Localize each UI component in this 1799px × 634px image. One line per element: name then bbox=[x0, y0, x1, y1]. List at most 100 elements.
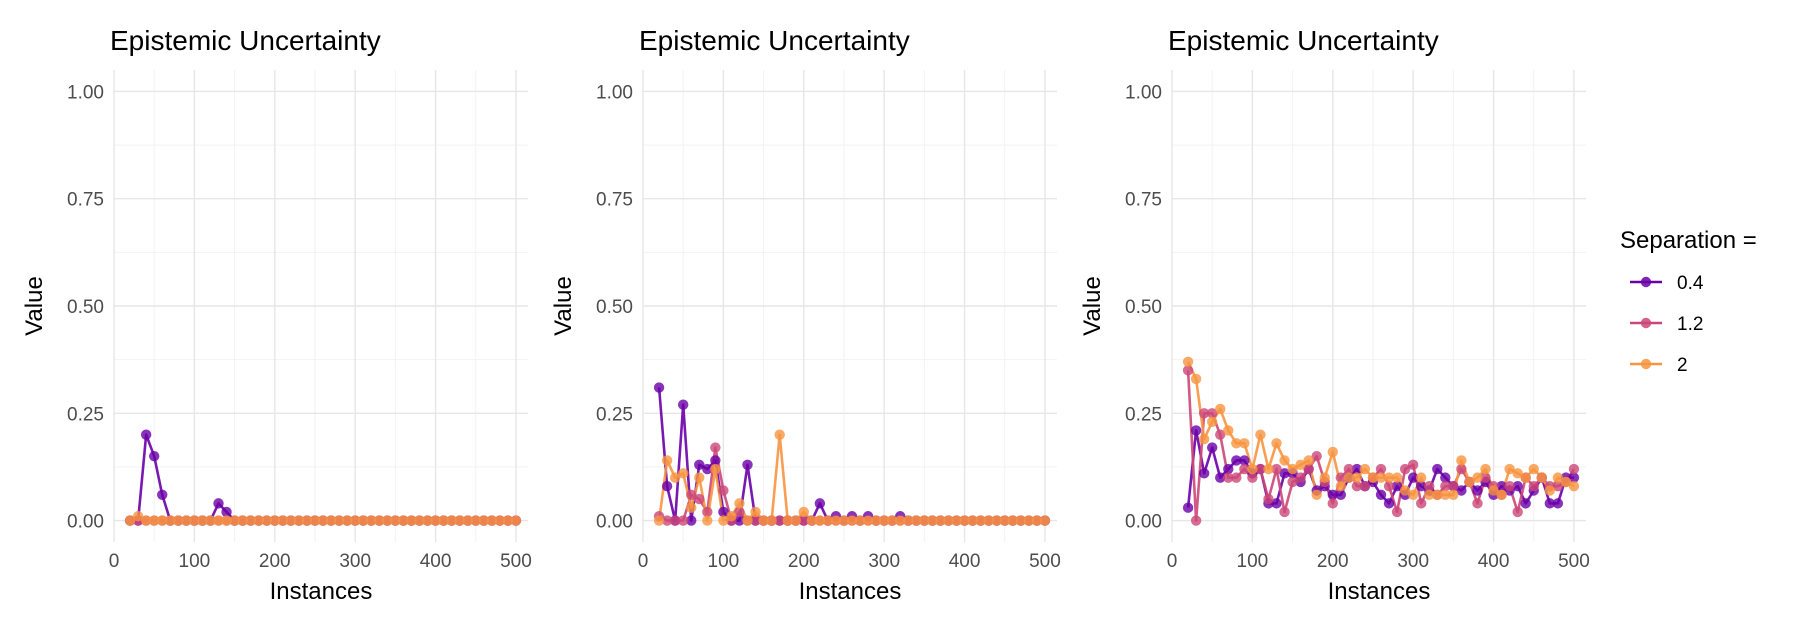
data-point-2 bbox=[293, 515, 305, 526]
data-point-2 bbox=[1528, 463, 1539, 475]
data-point-2 bbox=[422, 515, 433, 526]
data-point-1.2 bbox=[798, 515, 809, 526]
data-point-1.2 bbox=[1231, 472, 1242, 483]
data-point-1.2 bbox=[1311, 450, 1322, 462]
data-point-1.2 bbox=[1190, 515, 1202, 526]
data-point-0.4 bbox=[710, 455, 721, 466]
data-point-1.2 bbox=[1568, 463, 1580, 475]
data-point-2 bbox=[309, 515, 321, 526]
data-point-2 bbox=[1271, 438, 1282, 449]
data-point-0.4 bbox=[1512, 481, 1523, 492]
data-point-1.2 bbox=[1206, 408, 1218, 419]
data-point-0.4 bbox=[694, 459, 705, 470]
data-point-2 bbox=[1480, 463, 1491, 475]
data-point-1.2 bbox=[1351, 481, 1363, 492]
data-point-2 bbox=[197, 515, 208, 526]
legend-key-point bbox=[1640, 358, 1652, 370]
data-point-2 bbox=[301, 515, 313, 526]
data-point-2 bbox=[189, 515, 200, 526]
data-point-2 bbox=[333, 515, 345, 526]
y-tick-label: 1.00 bbox=[67, 82, 104, 103]
y-tick-label: 0.50 bbox=[1125, 297, 1162, 318]
data-point-2 bbox=[750, 506, 761, 518]
legend-label: 0.4 bbox=[1677, 273, 1704, 294]
data-point-0.4 bbox=[213, 498, 224, 509]
y-tick-label: 0.25 bbox=[67, 404, 104, 425]
data-point-2 bbox=[285, 515, 297, 526]
data-point-2 bbox=[726, 511, 737, 522]
data-point-0.4 bbox=[814, 498, 826, 509]
data-point-1.2 bbox=[1472, 498, 1483, 509]
data-point-1.2 bbox=[694, 493, 705, 505]
data-point-0.4 bbox=[1215, 472, 1226, 483]
data-point-2 bbox=[718, 515, 729, 526]
x-tick-label: 0 bbox=[638, 551, 649, 572]
x-tick-label: 200 bbox=[259, 551, 291, 572]
data-point-0.4 bbox=[677, 399, 689, 410]
x-axis-label: Instances bbox=[799, 578, 902, 605]
data-point-0.4 bbox=[1391, 481, 1403, 492]
data-point-2 bbox=[406, 515, 417, 526]
data-point-2 bbox=[446, 515, 457, 526]
data-point-2 bbox=[269, 515, 280, 526]
data-point-2 bbox=[790, 515, 801, 526]
data-point-2 bbox=[1223, 425, 1234, 436]
data-point-1.2 bbox=[1303, 463, 1314, 475]
data-point-1.2 bbox=[1359, 481, 1371, 492]
data-point-2 bbox=[814, 515, 826, 526]
data-point-1.2 bbox=[1528, 481, 1539, 492]
data-point-0.4 bbox=[1182, 502, 1194, 513]
x-tick-label: 0 bbox=[1167, 551, 1178, 572]
data-point-2 bbox=[261, 515, 272, 526]
chart-panel-1: 0 100 200 300 400 500 0.00 0.25 0.50 0.75 1.00 Epis… bbox=[21, 25, 532, 605]
data-point-2 bbox=[830, 515, 842, 526]
data-point-2 bbox=[734, 498, 745, 509]
data-point-1.2 bbox=[1271, 463, 1282, 475]
legend-key-point bbox=[1640, 276, 1652, 288]
chart-panel-3: 0 100 200 300 400 500 0.00 0.25 0.50 0.75 1.00 Epis… bbox=[1079, 25, 1590, 605]
data-point-2 bbox=[999, 515, 1010, 526]
data-point-2 bbox=[1496, 489, 1507, 500]
data-point-2 bbox=[341, 515, 353, 526]
data-point-0.4 bbox=[1432, 463, 1443, 475]
y-tick-label: 0.25 bbox=[596, 404, 633, 425]
data-point-1.2 bbox=[686, 489, 697, 500]
data-point-1.2 bbox=[1335, 472, 1347, 483]
data-point-0.4 bbox=[1552, 498, 1564, 509]
data-point-2 bbox=[494, 515, 506, 526]
data-point-0.4 bbox=[1190, 425, 1202, 436]
data-point-2 bbox=[325, 515, 337, 526]
data-point-1.2 bbox=[1424, 481, 1435, 492]
x-tick-label: 500 bbox=[1029, 551, 1061, 572]
x-tick-label: 300 bbox=[868, 551, 900, 572]
data-point-0.4 bbox=[1496, 481, 1507, 492]
panel-title: Epistemic Uncertainty bbox=[110, 25, 381, 56]
x-tick-label: 500 bbox=[1558, 551, 1590, 572]
data-point-0.4 bbox=[1198, 468, 1210, 479]
legend: Separation = 0.4 1.2 2 bbox=[1620, 227, 1757, 376]
data-point-2 bbox=[1391, 472, 1403, 483]
data-point-2 bbox=[245, 515, 256, 526]
data-point-2 bbox=[1520, 472, 1531, 483]
data-point-2 bbox=[454, 515, 465, 526]
data-point-2 bbox=[887, 515, 898, 526]
data-point-2 bbox=[1399, 485, 1411, 496]
data-point-1.2 bbox=[677, 515, 689, 526]
data-point-0.4 bbox=[661, 481, 673, 492]
data-point-2 bbox=[277, 515, 289, 526]
data-point-2 bbox=[1488, 485, 1499, 496]
panel-title: Epistemic Uncertainty bbox=[1168, 25, 1439, 56]
data-point-1.2 bbox=[1375, 463, 1387, 475]
data-point-2 bbox=[1319, 472, 1330, 483]
data-point-2 bbox=[229, 515, 240, 526]
data-point-2 bbox=[1504, 463, 1515, 475]
data-point-1.2 bbox=[1343, 463, 1355, 475]
data-point-2 bbox=[205, 515, 216, 526]
data-point-2 bbox=[694, 472, 705, 483]
data-point-2 bbox=[806, 515, 818, 526]
x-tick-label: 500 bbox=[500, 551, 532, 572]
data-point-2 bbox=[1424, 489, 1435, 500]
data-point-1.2 bbox=[1215, 429, 1226, 440]
data-point-2 bbox=[911, 515, 922, 526]
data-point-2 bbox=[742, 515, 753, 526]
